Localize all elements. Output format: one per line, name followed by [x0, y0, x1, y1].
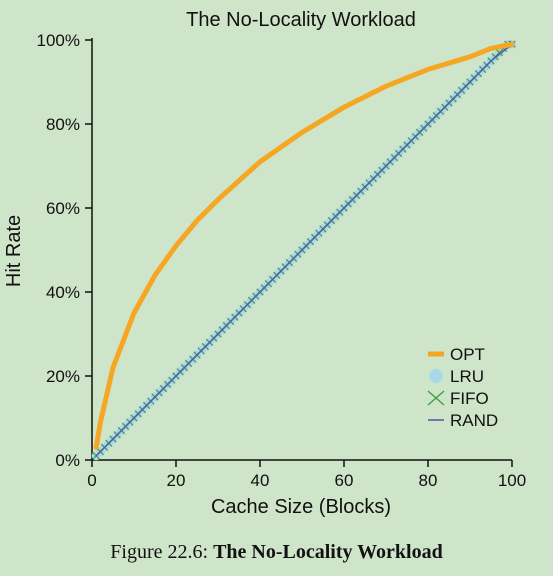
legend-label: RAND: [450, 411, 498, 430]
x-tick-label: 80: [419, 471, 438, 490]
legend-item-fifo: FIFO: [427, 389, 489, 408]
y-tick-label: 40%: [46, 283, 80, 302]
x-tick-label: 100: [498, 471, 526, 490]
figure-caption: Figure 22.6: The No-Locality Workload: [0, 541, 553, 564]
legend-label: OPT: [450, 345, 485, 364]
x-tick-label: 40: [251, 471, 270, 490]
y-tick-label: 20%: [46, 367, 80, 386]
x-tick-label: 0: [87, 471, 96, 490]
legend-item-opt: OPT: [428, 345, 485, 364]
legend: OPT LRU FIFO RAND: [427, 345, 498, 430]
x-tick-label: 20: [167, 471, 186, 490]
legend-label: FIFO: [450, 389, 489, 408]
legend-swatch-lru: [429, 369, 443, 383]
caption-title: The No-Locality Workload: [213, 541, 443, 563]
y-tick-label: 100%: [37, 31, 80, 50]
caption-prefix: Figure 22.6:: [110, 541, 209, 563]
legend-item-rand: RAND: [428, 411, 498, 430]
chart-title: The No-Locality Workload: [186, 9, 416, 31]
legend-swatch-fifo: [427, 390, 445, 406]
x-axis-label: Cache Size (Blocks): [211, 496, 391, 518]
x-tick-label: 60: [335, 471, 354, 490]
axes: 0 20 40 60 80 100 0% 20% 40% 60% 80% 100%: [37, 31, 527, 490]
plot-area: [91, 39, 517, 461]
legend-item-lru: LRU: [429, 367, 484, 386]
chart: The No-Locality Workload Hit Rate Cache …: [3, 9, 527, 518]
y-tick-label: 60%: [46, 199, 80, 218]
y-axis-label: Hit Rate: [3, 215, 25, 287]
series-opt: [93, 41, 515, 450]
legend-label: LRU: [450, 367, 484, 386]
y-tick-label: 0%: [55, 451, 80, 470]
series-rand: [95, 43, 513, 457]
y-tick-label: 80%: [46, 115, 80, 134]
